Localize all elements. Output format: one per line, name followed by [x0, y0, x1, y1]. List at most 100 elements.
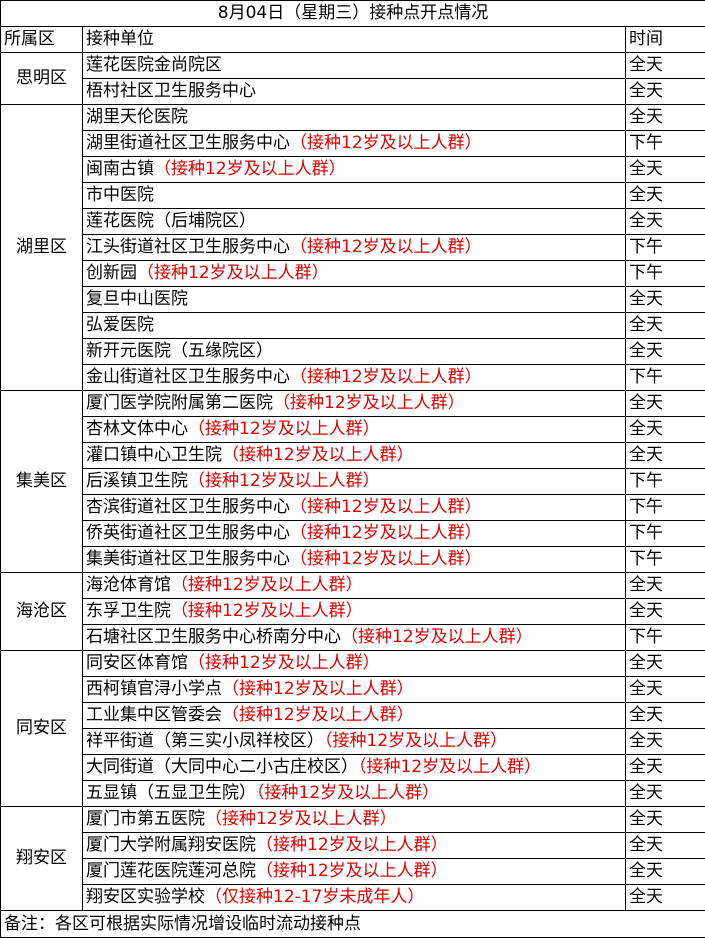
time-cell: 全天 [626, 313, 705, 339]
site-note: （接种12岁及以上人群） [273, 393, 465, 413]
time-cell: 下午 [626, 521, 705, 547]
site-name: 同安区体育馆 [86, 653, 188, 673]
site-note: （接种12岁及以上人群） [290, 549, 482, 569]
site-cell: 杏滨街道社区卫生服务中心（接种12岁及以上人群） [83, 495, 626, 521]
site-cell: 闽南古镇（接种12岁及以上人群） [83, 157, 626, 183]
time-cell: 全天 [626, 833, 705, 859]
site-cell: 祥平街道（第三实小凤祥校区）（接种12岁及以上人群） [83, 729, 626, 755]
site-cell: 大同街道（大同中心二小古庄校区）（接种12岁及以上人群） [83, 755, 626, 781]
site-cell: 新开元医院（五缘院区） [83, 339, 626, 365]
header-row: 所属区 接种单位 时间 [1, 27, 705, 53]
table-row: 梧村社区卫生服务中心 全天 [1, 79, 705, 105]
table-row: 弘爱医院全天 [1, 313, 705, 339]
site-name: 莲花医院（后埔院区） [86, 211, 256, 231]
site-name: 杏滨街道社区卫生服务中心 [86, 497, 290, 517]
site-name: 湖里天伦医院 [86, 107, 188, 127]
time-cell: 下午 [626, 547, 705, 573]
table-row: 杏林文体中心（接种12岁及以上人群）全天 [1, 417, 705, 443]
time-cell: 全天 [626, 443, 705, 469]
time-cell: 下午 [626, 131, 705, 157]
district-cell: 翔安区 [1, 807, 83, 911]
time-cell: 全天 [626, 781, 705, 807]
site-name: 厦门市第五医院 [86, 809, 205, 829]
site-name: 翔安区实验学校 [86, 887, 205, 907]
site-cell: 湖里天伦医院 [83, 105, 626, 131]
time-cell: 全天 [626, 859, 705, 885]
district-cell: 集美区 [1, 391, 83, 573]
site-cell: 市中医院 [83, 183, 626, 209]
time-cell: 全天 [626, 79, 705, 105]
table-row: 莲花医院（后埔院区）全天 [1, 209, 705, 235]
site-cell: 侨英街道社区卫生服务中心（接种12岁及以上人群） [83, 521, 626, 547]
table-row: 厦门莲花医院莲河总院（接种12岁及以上人群）全天 [1, 859, 705, 885]
table-row: 工业集中区管委会（接种12岁及以上人群）全天 [1, 703, 705, 729]
site-cell: 复旦中山医院 [83, 287, 626, 313]
time-cell: 全天 [626, 287, 705, 313]
site-name: 石塘社区卫生服务中心桥南分中心 [86, 627, 341, 647]
site-note: （接种12岁及以上人群） [290, 133, 482, 153]
header-site: 接种单位 [83, 27, 626, 53]
site-name: 厦门大学附属翔安医院 [86, 835, 256, 855]
footnote-row: 备注：各区可根据实际情况增设临时流动接种点 [1, 911, 705, 938]
table-row: 石塘社区卫生服务中心桥南分中心（接种12岁及以上人群）下午 [1, 625, 705, 651]
table-row: 集美区厦门医学院附属第二医院（接种12岁及以上人群）全天 [1, 391, 705, 417]
site-name: 复旦中山医院 [86, 289, 188, 309]
table-row: 湖里区湖里天伦医院全天 [1, 105, 705, 131]
time-cell: 全天 [626, 807, 705, 833]
site-note: （接种12岁及以上人群） [171, 575, 363, 595]
table-row: 闽南古镇（接种12岁及以上人群）全天 [1, 157, 705, 183]
table-row: 大同街道（大同中心二小古庄校区）（接种12岁及以上人群）全天 [1, 755, 705, 781]
table-row: 市中医院全天 [1, 183, 705, 209]
site-name: 海沧体育馆 [86, 575, 171, 595]
site-cell: 梧村社区卫生服务中心 [83, 79, 626, 105]
time-cell: 全天 [626, 105, 705, 131]
site-name: 五显镇（五显卫生院） [86, 783, 256, 803]
table-row: 思明区莲花医院金尚院区全天 [1, 53, 705, 79]
time-cell: 全天 [626, 53, 705, 79]
table-row: 翔安区厦门市第五医院（接种12岁及以上人群）全天 [1, 807, 705, 833]
site-name: 后溪镇卫生院 [86, 471, 188, 491]
site-name: 金山街道社区卫生服务中心 [86, 367, 290, 387]
table-row: 杏滨街道社区卫生服务中心（接种12岁及以上人群）下午 [1, 495, 705, 521]
site-name: 大同街道（大同中心二小古庄校区） [86, 757, 358, 777]
site-cell: 西柯镇官浔小学点（接种12岁及以上人群） [83, 677, 626, 703]
site-note: （接种12岁及以上人群） [222, 679, 414, 699]
site-cell: 厦门医学院附属第二医院（接种12岁及以上人群） [83, 391, 626, 417]
time-cell: 全天 [626, 599, 705, 625]
site-name: 创新园 [86, 263, 137, 283]
table-row: 翔安区实验学校（仅接种12-17岁未成年人）全天 [1, 885, 705, 911]
table-row: 创新园（接种12岁及以上人群）下午 [1, 261, 705, 287]
site-note: （接种12岁及以上人群） [256, 783, 439, 803]
table-row: 同安区同安区体育馆（接种12岁及以上人群）全天 [1, 651, 705, 677]
time-cell: 全天 [626, 339, 705, 365]
site-name: 江头街道社区卫生服务中心 [86, 237, 290, 257]
site-note: （接种12岁及以上人群） [205, 809, 397, 829]
site-note: （仅接种12-17岁未成年人） [205, 887, 424, 907]
table-row: 后溪镇卫生院（接种12岁及以上人群）下午 [1, 469, 705, 495]
table-row: 灌口镇中心卫生院（接种12岁及以上人群）全天 [1, 443, 705, 469]
site-note: （接种12岁及以上人群） [256, 861, 448, 881]
site-cell: 创新园（接种12岁及以上人群） [83, 261, 626, 287]
district-cell: 海沧区 [1, 573, 83, 651]
site-name: 新开元医院（五缘院区） [86, 341, 273, 361]
site-name: 西柯镇官浔小学点 [86, 679, 222, 699]
site-note: （接种12岁及以上人群） [256, 835, 448, 855]
time-cell: 全天 [626, 157, 705, 183]
site-cell: 翔安区实验学校（仅接种12-17岁未成年人） [83, 885, 626, 911]
site-note: （接种12岁及以上人群） [222, 445, 414, 465]
site-cell: 后溪镇卫生院（接种12岁及以上人群） [83, 469, 626, 495]
site-cell: 五显镇（五显卫生院）（接种12岁及以上人群） [83, 781, 626, 807]
site-note: （接种12岁及以上人群） [188, 653, 380, 673]
site-name: 闽南古镇 [86, 159, 154, 179]
site-name: 梧村社区卫生服务中心 [86, 81, 256, 101]
table-row: 祥平街道（第三实小凤祥校区）（接种12岁及以上人群）全天 [1, 729, 705, 755]
site-name: 厦门医学院附属第二医院 [86, 393, 273, 413]
site-name: 侨英街道社区卫生服务中心 [86, 523, 290, 543]
site-cell: 杏林文体中心（接种12岁及以上人群） [83, 417, 626, 443]
time-cell: 全天 [626, 755, 705, 781]
time-cell: 下午 [626, 261, 705, 287]
site-cell: 江头街道社区卫生服务中心（接种12岁及以上人群） [83, 235, 626, 261]
site-cell: 灌口镇中心卫生院（接种12岁及以上人群） [83, 443, 626, 469]
site-cell: 莲花医院（后埔院区） [83, 209, 626, 235]
